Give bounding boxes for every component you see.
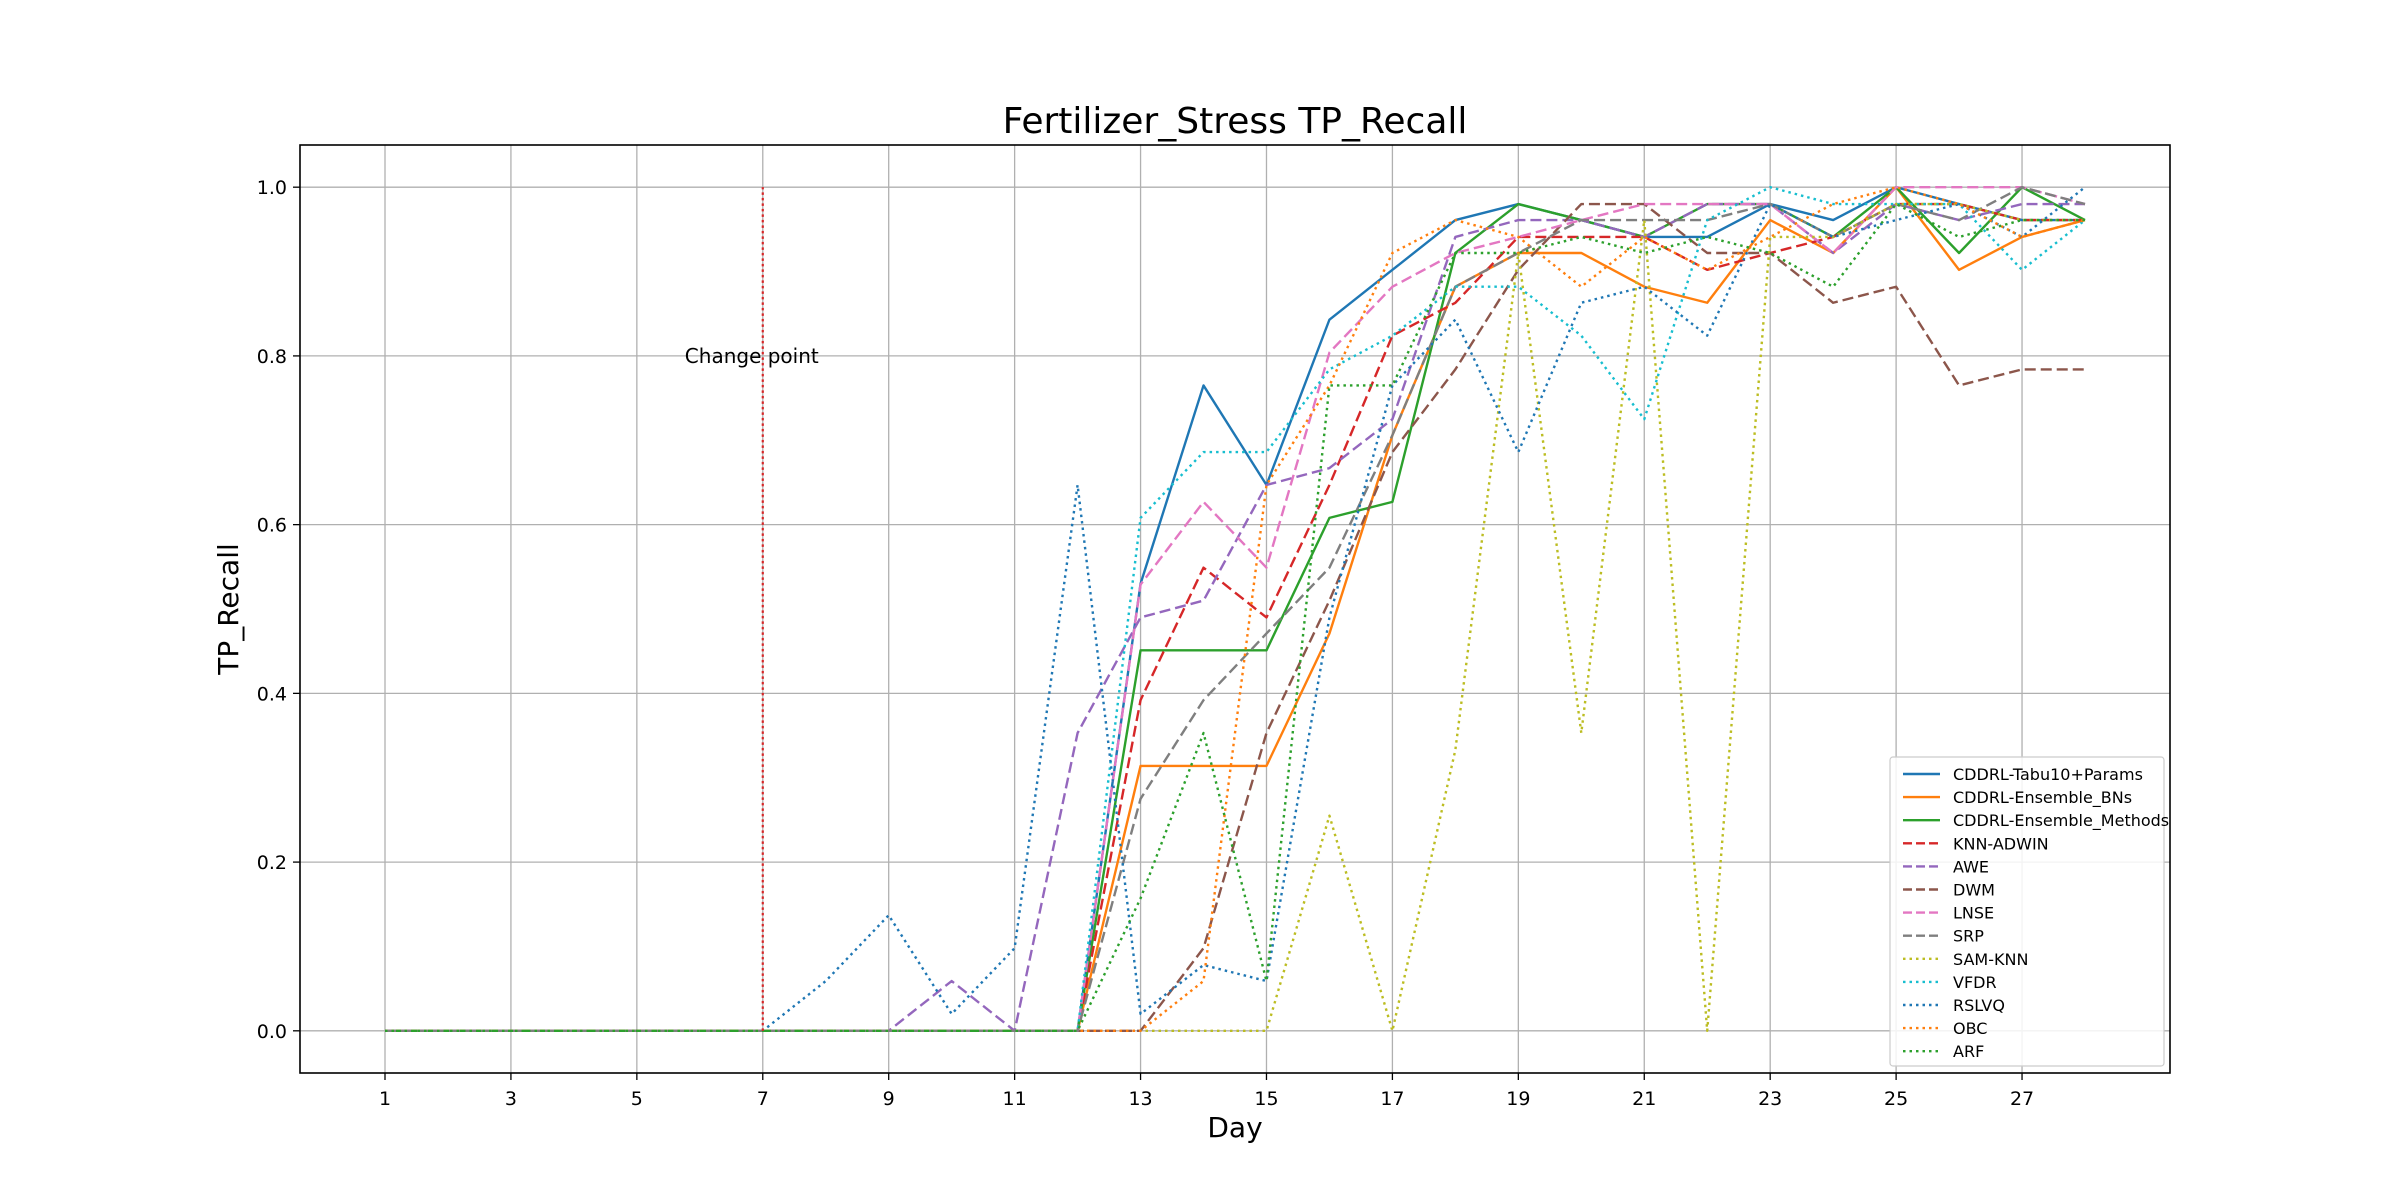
x-tick-label: 27 (2010, 1088, 2034, 1110)
x-tick-label: 23 (1758, 1088, 1782, 1110)
series-line-arf (385, 202, 2085, 1033)
legend-entry-label: LNSE (1953, 904, 1994, 923)
legend-entry-label: SAM-KNN (1953, 950, 2028, 969)
plot-area-frame (299, 144, 2171, 1074)
x-tick-label: 7 (757, 1088, 769, 1110)
series-line-vfdr (385, 185, 2086, 1033)
x-tick-label: 5 (631, 1088, 643, 1110)
x-tick-label: 13 (1128, 1088, 1152, 1110)
x-tick-label: 11 (1003, 1088, 1027, 1110)
x-tick-label: 3 (505, 1088, 517, 1110)
x-tick-label: 9 (883, 1088, 895, 1110)
y-tick-label: 0.4 (257, 683, 287, 705)
y-tick-label: 1.0 (257, 177, 287, 199)
grid-lines (300, 145, 2170, 1073)
x-tick-label: 17 (1380, 1088, 1404, 1110)
legend: CDDRL-Tabu10+Params CDDRL-Ensemble_BNs CDD… (1889, 756, 2169, 1067)
series-line-sam-knn (385, 202, 2085, 1033)
y-axis-label: TP_Recall (212, 543, 245, 676)
legend-entry-label: OBC (1953, 1019, 1987, 1038)
y-tick-label: 0.8 (257, 346, 287, 368)
legend-entry-label: RSLVQ (1953, 996, 2005, 1015)
legend-entry-label: VFDR (1953, 973, 1997, 992)
y-axis-ticks: 0.0 0.2 0.4 0.6 0.8 1.0 (257, 177, 300, 1043)
series-lines (385, 185, 2086, 1033)
x-tick-label: 25 (1884, 1088, 1908, 1110)
y-tick-label: 0.6 (257, 515, 287, 537)
legend-entry-label: CDDRL-Tabu10+Params (1953, 765, 2143, 784)
x-tick-label: 21 (1632, 1088, 1656, 1110)
change-point-label: Change point (685, 344, 819, 368)
legend-entry-label: SRP (1953, 927, 1984, 946)
chart-title: Fertilizer_Stress TP_Recall (1003, 101, 1468, 142)
legend-entry-label: ARF (1953, 1042, 1984, 1061)
x-axis-ticks: 1 3 5 7 9 11 13 15 17 19 21 23 25 27 (379, 1073, 2034, 1110)
x-axis-label: Day (1207, 1111, 1262, 1144)
series-line-obc (385, 185, 2086, 1033)
y-tick-label: 0.2 (257, 852, 287, 874)
x-tick-label: 1 (379, 1088, 391, 1110)
legend-entry-label: AWE (1953, 857, 1989, 876)
x-tick-label: 15 (1254, 1088, 1278, 1110)
legend-entry-label: KNN-ADWIN (1953, 834, 2049, 853)
legend-entry-label: DWM (1953, 881, 1995, 900)
series-line-lnse (385, 185, 2086, 1033)
legend-box (1889, 756, 2165, 1067)
legend-entry-label: CDDRL-Ensemble_Methods (1953, 811, 2169, 831)
legend-entry-label: CDDRL-Ensemble_BNs (1953, 788, 2132, 808)
y-tick-label: 0.0 (257, 1021, 287, 1043)
series-line-knn-adwin (385, 202, 2085, 1033)
x-tick-label: 19 (1506, 1088, 1530, 1110)
